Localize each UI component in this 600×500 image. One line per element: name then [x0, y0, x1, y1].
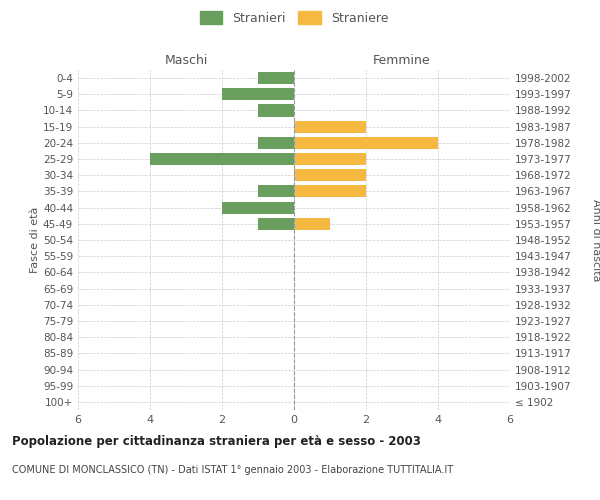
Bar [222, 202, 294, 213]
Bar [258, 104, 294, 117]
Bar [294, 137, 438, 149]
Bar [258, 72, 294, 84]
Bar [294, 120, 366, 132]
Legend: Stranieri, Straniere: Stranieri, Straniere [195, 6, 393, 30]
Text: Popolazione per cittadinanza straniera per età e sesso - 2003: Popolazione per cittadinanza straniera p… [12, 435, 421, 448]
Y-axis label: Fasce di età: Fasce di età [30, 207, 40, 273]
Bar [258, 218, 294, 230]
Bar [294, 153, 366, 165]
Bar [294, 186, 366, 198]
Bar [258, 137, 294, 149]
Bar [294, 218, 330, 230]
Bar [150, 153, 294, 165]
Text: Maschi: Maschi [164, 54, 208, 67]
Bar [222, 88, 294, 101]
Y-axis label: Anni di nascita: Anni di nascita [591, 198, 600, 281]
Text: COMUNE DI MONCLASSICO (TN) - Dati ISTAT 1° gennaio 2003 - Elaborazione TUTTITALI: COMUNE DI MONCLASSICO (TN) - Dati ISTAT … [12, 465, 453, 475]
Bar [258, 186, 294, 198]
Bar [294, 169, 366, 181]
Text: Femmine: Femmine [373, 54, 431, 67]
